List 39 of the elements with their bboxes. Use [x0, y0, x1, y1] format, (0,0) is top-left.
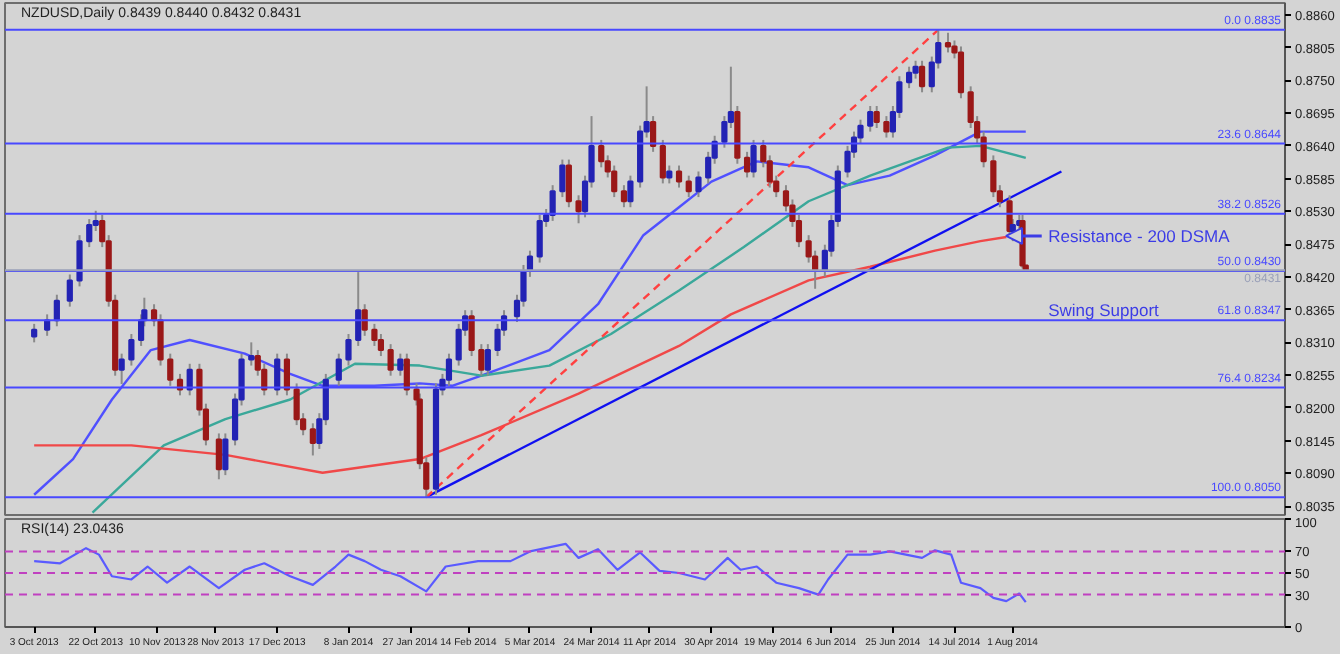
candlestick	[685, 174, 692, 199]
candlestick	[387, 343, 394, 377]
candlestick	[355, 271, 362, 347]
candlestick	[549, 184, 556, 222]
candlestick	[293, 382, 300, 427]
candlestick	[484, 343, 491, 377]
candlestick	[66, 273, 73, 308]
candlestick	[86, 218, 93, 249]
annotation: Resistance - 200 DSMA	[1048, 225, 1231, 246]
candlestick	[274, 352, 281, 397]
candlestick	[957, 45, 965, 100]
candlestick	[222, 432, 229, 477]
candlestick	[883, 115, 890, 139]
candlestick	[675, 164, 683, 189]
candlestick	[873, 105, 880, 130]
candlestick	[867, 105, 874, 133]
annotation: Swing Support	[1048, 300, 1161, 321]
candlestick	[215, 432, 222, 481]
candlestick	[559, 158, 566, 199]
candlestick	[76, 234, 83, 288]
candlestick	[627, 174, 634, 209]
candlestick	[309, 422, 316, 457]
candlestick	[918, 59, 926, 94]
candlestick	[905, 65, 913, 90]
candlestick	[468, 309, 475, 358]
candlestick	[478, 343, 485, 377]
candlestick	[361, 303, 368, 337]
candlestick	[397, 352, 404, 377]
candlestick	[536, 213, 543, 264]
candlestick	[283, 352, 291, 397]
candlestick	[598, 138, 605, 169]
candlestick	[743, 150, 751, 179]
candlestick	[944, 31, 952, 54]
candlestick	[31, 322, 38, 344]
candlestick	[659, 138, 666, 185]
line-series	[33, 542, 1027, 604]
candlestick	[620, 184, 628, 209]
candlestick	[445, 352, 453, 387]
candlestick	[750, 138, 757, 179]
